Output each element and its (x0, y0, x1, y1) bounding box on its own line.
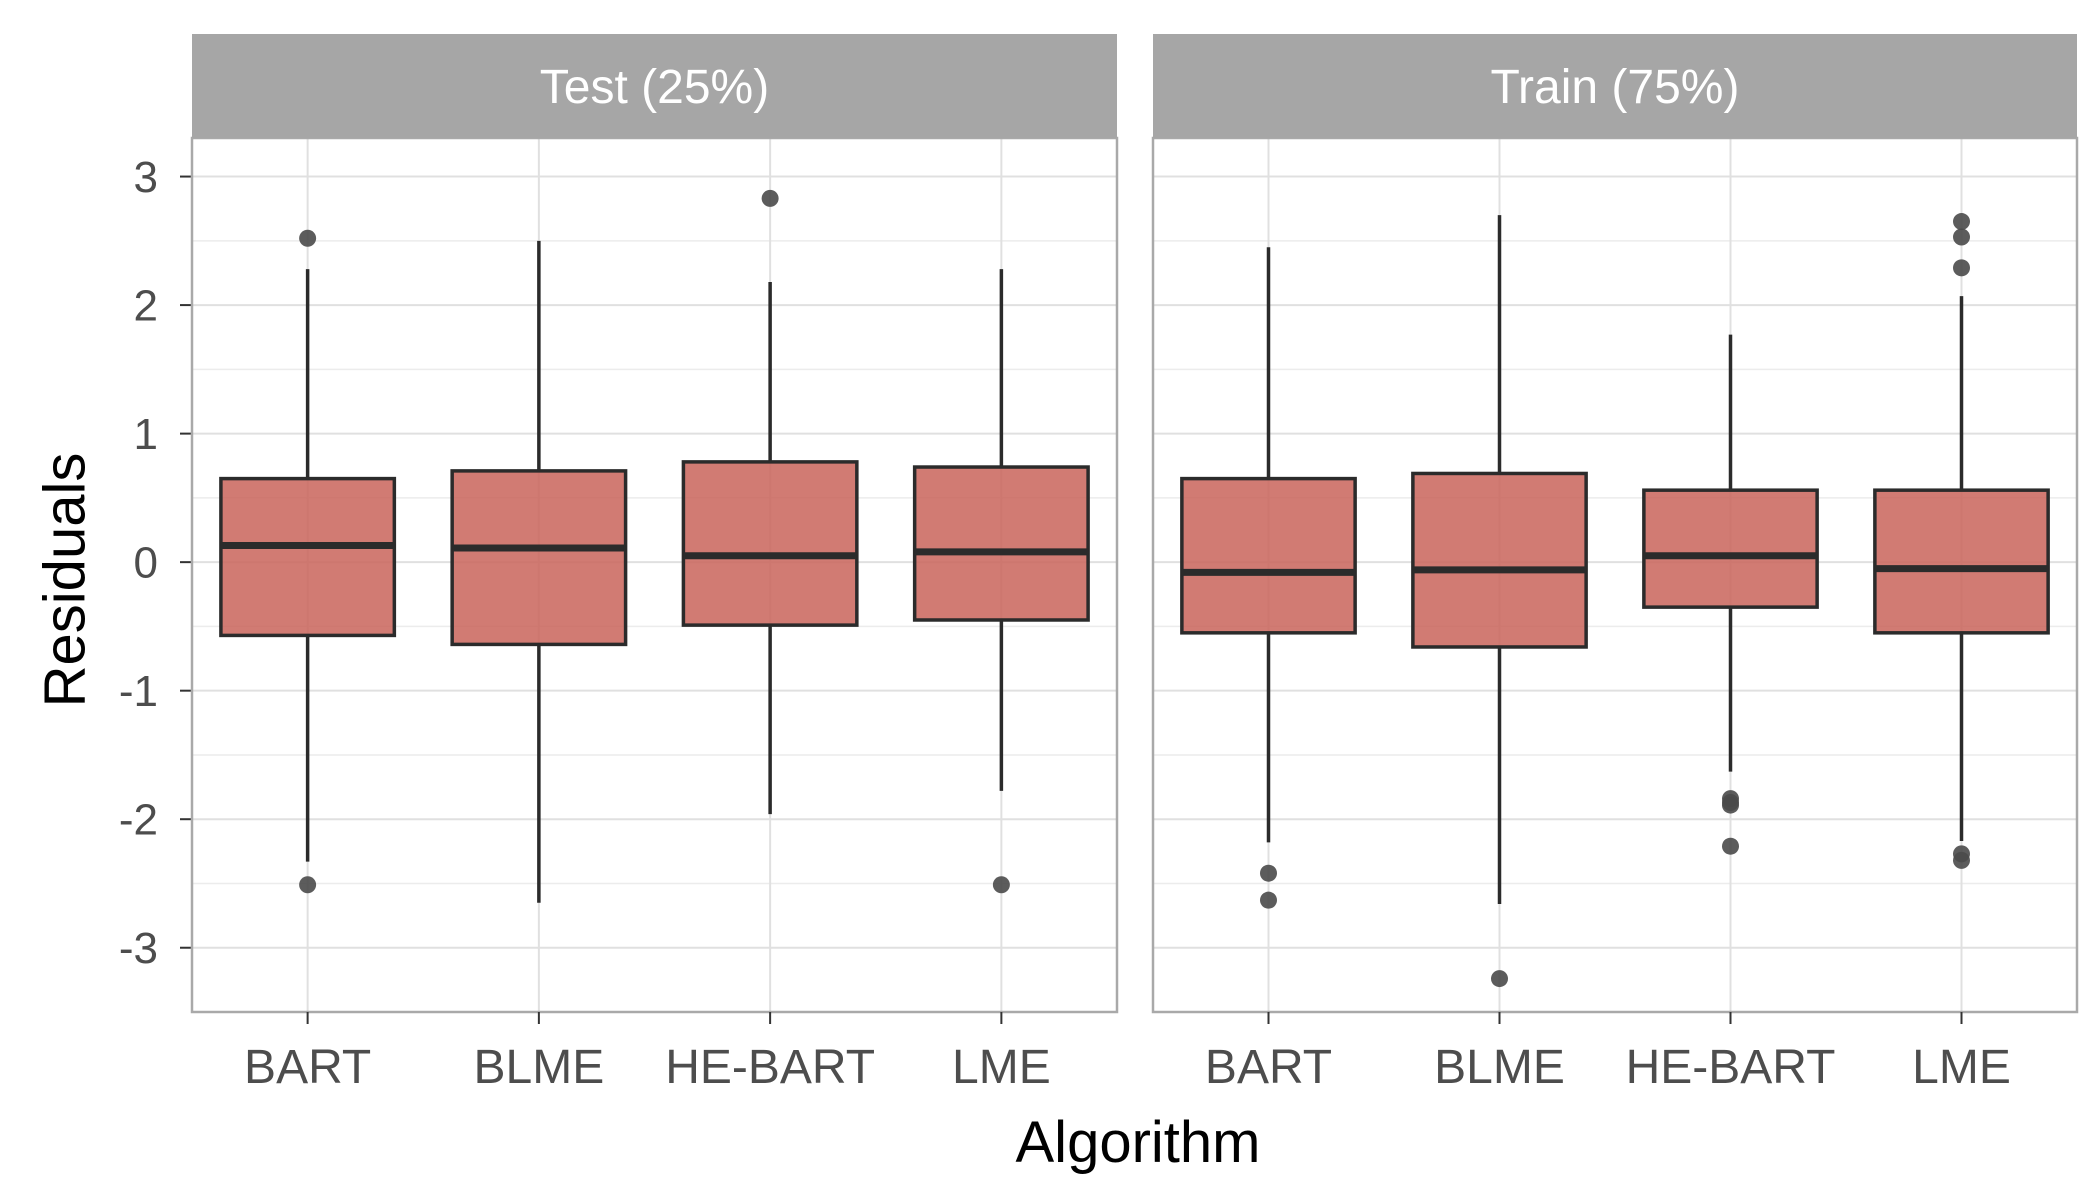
outlier-point (1953, 228, 1970, 246)
box-bart (219, 229, 397, 894)
panels: Test (25%) BART BLME HE-BART LME Train (75%) B… (190, 34, 2079, 1094)
outlier-point (1260, 864, 1277, 882)
strip-title: Train (75%) (1491, 61, 1740, 114)
box-lme (1873, 213, 2050, 869)
box-iqr (1180, 476, 1357, 635)
x-tick-label: LME (952, 1041, 1051, 1094)
box-iqr (1642, 488, 1819, 609)
x-tick-label: BART (244, 1041, 371, 1094)
outlier-point (299, 229, 317, 247)
box-iqr (450, 469, 628, 647)
outlier-point (761, 189, 779, 207)
y-tick-label: -3 (119, 924, 158, 973)
outlier-point (1491, 970, 1508, 988)
box-blme (1411, 215, 1588, 988)
x-tick-label: BLME (1434, 1041, 1565, 1094)
y-tick-label: -2 (119, 796, 158, 845)
strip-title: Test (25%) (540, 61, 769, 114)
x-axis-title: Algorithm (1016, 1110, 1261, 1175)
y-tick-label: 2 (134, 281, 158, 330)
x-tick-label: BART (1205, 1041, 1332, 1094)
facet-panel-1: Test (25%) BART BLME HE-BART LME (190, 34, 1119, 1094)
outlier-point (1260, 891, 1277, 909)
outlier-point (1953, 213, 1970, 231)
x-tick-label: HE-BART (1626, 1041, 1836, 1094)
y-axis-title: Residuals (32, 453, 97, 708)
outlier-point (1722, 837, 1739, 855)
x-tick-label: BLME (474, 1041, 605, 1094)
y-tick-label: -1 (119, 667, 158, 716)
outlier-point (992, 876, 1010, 894)
box-he-bart (681, 189, 859, 815)
facet-panel-2: Train (75%) BART BLME HE-BART LME (1151, 34, 2079, 1094)
strip-header (1153, 34, 2077, 138)
x-tick-label: LME (1912, 1041, 2011, 1094)
y-tick-label: 0 (134, 539, 158, 588)
box-iqr (1873, 488, 2050, 635)
x-tick-label: HE-BART (665, 1041, 875, 1094)
outlier-point (1953, 259, 1970, 277)
strip-header (192, 34, 1117, 138)
outlier-point (1722, 796, 1739, 814)
box-lme (912, 269, 1090, 894)
box-iqr (219, 476, 397, 638)
y-tick-label: 1 (134, 410, 158, 459)
outlier-point (299, 876, 317, 894)
box-blme (450, 240, 628, 903)
y-axis-ticks: -3 -2 -1 0 1 2 3 (119, 153, 192, 973)
y-tick-label: 3 (134, 153, 158, 202)
box-he-bart (1642, 334, 1819, 855)
outlier-point (1953, 851, 1970, 869)
box-iqr (681, 460, 859, 627)
box-bart (1180, 247, 1357, 909)
box-iqr (912, 465, 1090, 622)
box-iqr (1411, 471, 1588, 649)
